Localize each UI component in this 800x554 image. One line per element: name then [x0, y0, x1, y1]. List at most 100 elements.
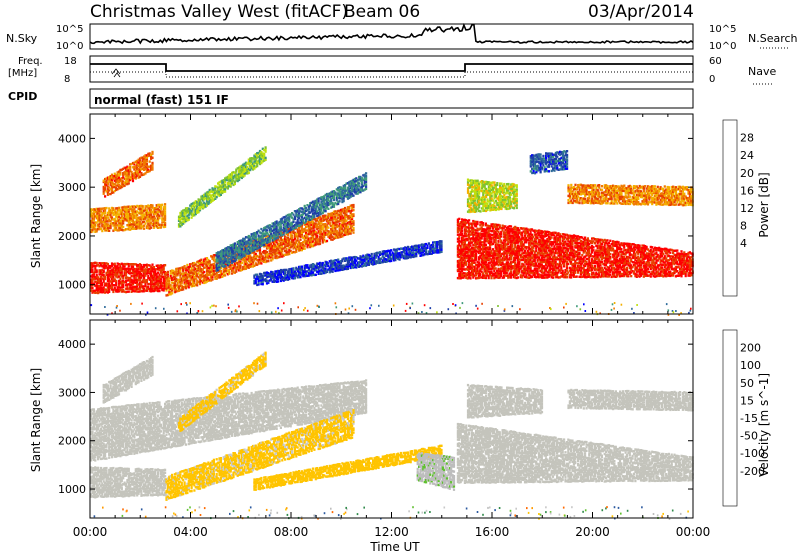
power-cell [214, 195, 217, 199]
power-cell [204, 278, 207, 282]
power-cell [334, 228, 337, 231]
power-cell [193, 211, 196, 214]
power-cell [124, 183, 128, 186]
power-cell [249, 258, 252, 262]
power-cell [251, 157, 255, 160]
power-cell [194, 274, 197, 277]
power-cell [215, 274, 218, 278]
power-cell [289, 222, 292, 225]
power-cell [239, 174, 242, 177]
power-cell [352, 194, 355, 197]
power-cell [200, 261, 203, 264]
power-cell [92, 291, 95, 294]
power-cell [159, 286, 162, 289]
power-cell [109, 222, 112, 226]
power-cell [198, 266, 202, 269]
power-cell [95, 210, 98, 213]
power-cell [217, 268, 220, 272]
power-cell [219, 274, 222, 277]
power-cell [296, 232, 299, 235]
power-cell [207, 194, 210, 198]
power-cell [102, 264, 105, 267]
power-cell [92, 275, 95, 278]
power-cell [327, 235, 330, 238]
power-cell [328, 223, 331, 226]
power-cell [162, 206, 165, 209]
power-cell [277, 223, 280, 227]
power-cell [127, 267, 130, 271]
power-cell [348, 206, 351, 209]
power-cell [147, 218, 150, 221]
power-cell [224, 269, 227, 273]
power-cell [228, 176, 231, 179]
power-cell [221, 264, 224, 268]
power-cell [344, 214, 347, 217]
power-cell [205, 272, 209, 275]
power-cell [154, 207, 157, 210]
power-cell [201, 199, 204, 202]
power-cell [217, 258, 220, 261]
power-cell [298, 242, 301, 245]
power-cell [285, 219, 288, 222]
power-cell [164, 277, 167, 280]
power-cell [152, 270, 155, 274]
power-cell [110, 206, 114, 210]
power-cell [239, 243, 242, 246]
power-cell [108, 211, 111, 214]
power-cell [328, 236, 331, 240]
power-cell [279, 250, 282, 254]
power-cell [218, 265, 221, 268]
power-cell [284, 239, 287, 243]
power-cell [253, 240, 256, 244]
power-cell [306, 240, 309, 243]
power-cell [311, 240, 315, 243]
power-cell [341, 225, 344, 228]
power-cell [115, 268, 118, 272]
power-cell [191, 268, 195, 272]
power-cell [272, 226, 276, 230]
power-cell [221, 186, 224, 189]
power-cell [90, 282, 93, 285]
power-cell [320, 235, 323, 238]
power-cell [224, 179, 227, 182]
power-cell [155, 286, 158, 290]
power-cell [99, 207, 102, 210]
power-cell [295, 248, 298, 251]
nave-trace [90, 71, 693, 78]
power-cell [288, 224, 291, 228]
power-cell [138, 281, 142, 284]
power-cell [134, 160, 137, 163]
power-cell [339, 226, 343, 229]
power-cell [348, 207, 351, 210]
power-cell [212, 262, 215, 266]
power-cell [90, 221, 93, 225]
power-cell [141, 225, 144, 228]
power-cell [129, 213, 132, 216]
power-cell [140, 216, 143, 219]
power-cell [229, 253, 232, 257]
power-cell [143, 268, 146, 271]
power-cell [151, 270, 154, 273]
power-cell [154, 270, 157, 273]
power-cell [224, 184, 227, 187]
power-cell [129, 286, 132, 289]
power-cell [285, 226, 288, 230]
power-cell [205, 269, 209, 272]
power-cell [151, 215, 154, 219]
power-cell [228, 265, 231, 269]
power-cell [302, 228, 305, 231]
power-cell [338, 218, 341, 221]
power-cell [155, 211, 158, 214]
power-cell [232, 271, 235, 274]
power-cell [141, 211, 144, 214]
power-cell [229, 175, 232, 178]
power-cell [136, 167, 139, 171]
power-cell [292, 227, 295, 231]
power-cell [314, 225, 317, 229]
power-cell [244, 243, 248, 246]
power-cell [222, 248, 225, 252]
power-cell [110, 273, 114, 276]
power-cell [298, 216, 301, 220]
power-cell [231, 263, 234, 266]
power-cell [147, 213, 150, 216]
